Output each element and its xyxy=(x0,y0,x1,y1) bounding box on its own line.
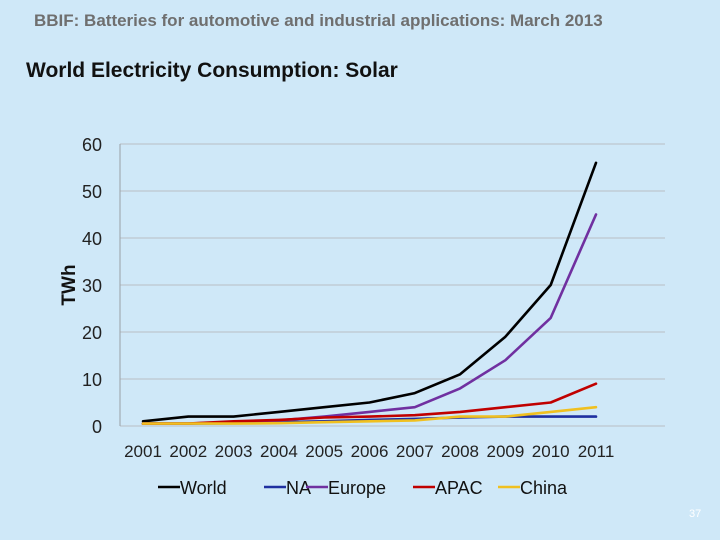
x-tick-label: 2008 xyxy=(441,442,479,461)
x-tick-label: 2006 xyxy=(351,442,389,461)
y-tick-label: 60 xyxy=(82,135,102,155)
y-tick-label: 10 xyxy=(82,370,102,390)
series-line-world xyxy=(141,161,598,423)
x-tick-label: 2005 xyxy=(305,442,343,461)
y-tick-label: 20 xyxy=(82,323,102,343)
x-tick-label: 2009 xyxy=(486,442,524,461)
x-tick-label: 2002 xyxy=(169,442,207,461)
x-tick-label: 2003 xyxy=(215,442,253,461)
x-tick-label: 2004 xyxy=(260,442,298,461)
series-line-china xyxy=(141,405,598,425)
legend-label-world: World xyxy=(180,478,227,498)
page-number: 37 xyxy=(689,508,702,520)
y-tick-label: 0 xyxy=(92,417,102,437)
y-tick-label: 50 xyxy=(82,182,102,202)
legend-label-na: NA xyxy=(286,478,311,498)
y-tick-label: 40 xyxy=(82,229,102,249)
legend-label-europe: Europe xyxy=(328,478,386,498)
slide-header: BBIF: Batteries for automotive and indus… xyxy=(34,11,603,30)
legend-label-apac: APAC xyxy=(435,478,483,498)
series-line-apac xyxy=(141,382,598,425)
series-line-europe xyxy=(141,213,598,425)
y-tick-label: 30 xyxy=(82,276,102,296)
x-tick-label: 2010 xyxy=(532,442,570,461)
x-tick-label: 2007 xyxy=(396,442,434,461)
slide-title: World Electricity Consumption: Solar xyxy=(26,59,398,82)
x-tick-label: 2001 xyxy=(124,442,162,461)
x-tick-label: 2011 xyxy=(578,442,615,461)
legend-label-china: China xyxy=(520,478,568,498)
y-axis-title: TWh xyxy=(59,264,80,305)
